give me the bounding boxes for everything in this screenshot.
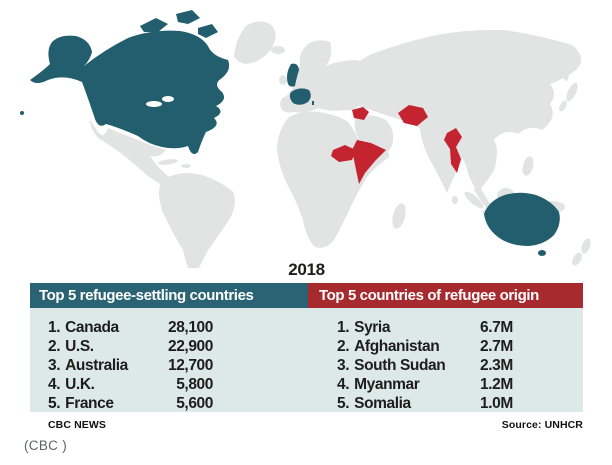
map-indochina — [461, 139, 497, 193]
map-south-america — [159, 173, 235, 268]
map-myanmar — [444, 128, 462, 173]
table-body: 1. Canada 28,100 2. U.S. 22,900 3. Australi… — [30, 308, 583, 412]
row-value: 22,900 — [167, 338, 213, 355]
row-rank: 3. — [337, 357, 350, 374]
map-hawaii — [20, 111, 24, 115]
map-sumatra — [464, 191, 484, 209]
row-value: 2.7M — [480, 338, 513, 355]
map-japan-south — [559, 100, 567, 112]
row-value: 6.7M — [480, 319, 513, 336]
row-country: U.S. — [65, 338, 94, 355]
settling-list: 1. Canada 28,100 2. U.S. 22,900 3. Australi… — [30, 308, 308, 412]
row-rank: 1. — [48, 319, 61, 336]
row-country: South Sudan — [354, 357, 446, 374]
origin-list: 1. Syria 6.7M 2. Afghanistan 2.7M 3. South … — [308, 308, 583, 412]
row-rank: 1. — [337, 319, 350, 336]
row-value: 5,600 — [176, 395, 213, 412]
row-country: Canada — [65, 319, 119, 336]
map-asia — [339, 29, 582, 192]
map-syria — [352, 107, 369, 120]
map-iceland — [271, 46, 285, 54]
table-row: 1. Canada 28,100 — [48, 318, 308, 337]
map-arctic-island-3 — [198, 24, 218, 38]
map-new-zealand-south — [572, 252, 582, 266]
map-japan — [566, 82, 578, 102]
map-south-sudan — [331, 145, 356, 162]
row-value: 5,800 — [176, 376, 213, 393]
map-madagascar — [392, 203, 406, 229]
table-row: 2. Afghanistan 2.7M — [337, 337, 583, 356]
map-arctic-island-1 — [140, 18, 168, 32]
map-corsica — [312, 101, 314, 105]
row-country: France — [65, 395, 114, 412]
map-philippines — [522, 156, 534, 176]
row-rank: 4. — [48, 376, 61, 393]
map-great-lakes — [146, 101, 162, 107]
table-row: 4. Myanmar 1.2M — [337, 375, 583, 394]
map-canada-us — [30, 30, 230, 154]
map-australia — [484, 192, 560, 246]
world-map — [20, 10, 591, 268]
table-row: 3. South Sudan 2.3M — [337, 356, 583, 375]
map-malay-peninsula — [474, 182, 492, 210]
map-hispaniola — [181, 164, 191, 168]
footer: CBC NEWS Source: UNHCR — [30, 419, 583, 431]
row-value: 1.2M — [480, 376, 513, 393]
row-rank: 2. — [48, 338, 61, 355]
table-headers: Top 5 refugee-settling countries Top 5 c… — [30, 283, 583, 308]
row-rank: 5. — [48, 395, 61, 412]
map-great-lakes-2 — [162, 96, 174, 102]
table-row: 1. Syria 6.7M — [337, 318, 583, 337]
map-new-zealand-north — [581, 238, 591, 254]
map-somalia — [352, 140, 386, 184]
map-ireland — [279, 75, 287, 85]
row-value: 2.3M — [480, 357, 513, 374]
row-rank: 2. — [337, 338, 350, 355]
row-rank: 4. — [337, 376, 350, 393]
map-sakhalin — [563, 65, 569, 81]
row-country: U.K. — [65, 376, 95, 393]
table-row: 5. Somalia 1.0M — [337, 394, 583, 413]
map-arctic-island-2 — [176, 10, 200, 24]
table-row: 3. Australia 12,700 — [48, 356, 308, 375]
map-tasmania — [538, 250, 546, 256]
row-country: Somalia — [354, 395, 411, 412]
row-rank: 3. — [48, 357, 61, 374]
row-country: Afghanistan — [354, 338, 440, 355]
image-caption: (CBC ) — [24, 438, 68, 453]
map-uk — [287, 63, 299, 87]
settling-header: Top 5 refugee-settling countries — [30, 283, 308, 308]
row-country: Australia — [65, 357, 128, 374]
year-title: 2018 — [288, 260, 325, 279]
row-rank: 5. — [337, 395, 350, 412]
table-row: 2. U.S. 22,900 — [48, 337, 308, 356]
map-afghanistan — [398, 105, 428, 126]
map-greenland — [234, 21, 276, 64]
table-row: 4. U.K. 5,800 — [48, 375, 308, 394]
map-cuba — [158, 159, 178, 165]
row-country: Syria — [354, 319, 391, 336]
map-france — [289, 88, 311, 105]
map-central-america — [90, 120, 177, 192]
source-credit: Source: UNHCR — [501, 419, 583, 431]
table-row: 5. France 5,600 — [48, 394, 308, 413]
row-country: Myanmar — [354, 376, 420, 393]
cbc-news-brand: CBC NEWS — [48, 419, 106, 431]
row-value: 12,700 — [167, 357, 213, 374]
map-sri-lanka — [452, 196, 458, 204]
row-value: 28,100 — [167, 319, 213, 336]
origin-header: Top 5 countries of refugee origin — [308, 283, 583, 308]
row-value: 1.0M — [480, 395, 513, 412]
